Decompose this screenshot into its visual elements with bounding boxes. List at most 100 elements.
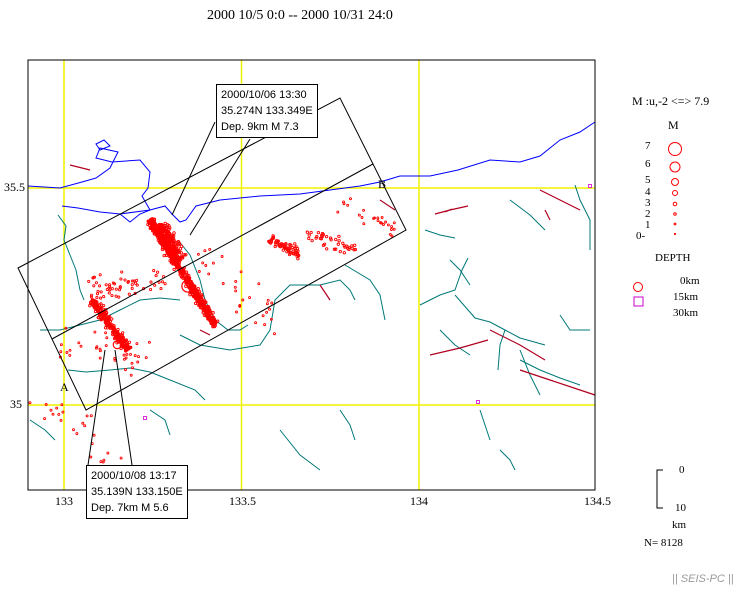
magnitude-level-label: 3 bbox=[645, 197, 651, 209]
earthquake-marker bbox=[174, 260, 179, 264]
magnitude-legend-symbol bbox=[673, 212, 677, 216]
event-count: N= 8128 bbox=[644, 537, 683, 549]
earthquake-marker bbox=[49, 408, 53, 412]
earthquake-marker bbox=[202, 298, 206, 302]
magnitude-legend-symbol bbox=[673, 222, 677, 226]
earthquake-marker bbox=[127, 292, 131, 296]
earthquake-marker bbox=[106, 324, 110, 328]
earthquake-marker bbox=[157, 280, 161, 284]
earthquake-marker bbox=[193, 292, 197, 296]
earthquake-marker bbox=[296, 257, 300, 261]
earthquake-marker bbox=[130, 361, 134, 365]
earthquake-marker bbox=[265, 310, 269, 314]
earthquake-marker bbox=[199, 293, 204, 297]
earthquake-marker bbox=[386, 223, 390, 227]
river-segment bbox=[419, 257, 469, 306]
earthquake-marker bbox=[83, 424, 87, 428]
earthquake-marker bbox=[131, 366, 134, 370]
fault-segment bbox=[434, 205, 469, 215]
earthquake-marker bbox=[177, 250, 182, 255]
earthquake-marker bbox=[98, 284, 102, 288]
fault-segment bbox=[199, 329, 211, 336]
earthquake-marker bbox=[75, 432, 79, 436]
earthquake-marker bbox=[337, 234, 341, 239]
earthquake-marker bbox=[114, 287, 118, 291]
earthquake-marker bbox=[152, 223, 156, 227]
depth-level-label: 15km bbox=[673, 291, 699, 303]
earthquake-marker bbox=[129, 373, 133, 377]
earthquake-marker bbox=[95, 296, 99, 300]
earthquake-marker bbox=[285, 250, 289, 254]
cross-section-box bbox=[17, 97, 407, 411]
earthquake-marker bbox=[89, 414, 93, 418]
river-segment bbox=[559, 314, 590, 331]
earthquake-marker bbox=[310, 238, 314, 243]
earthquake-marker bbox=[201, 309, 206, 313]
rivers bbox=[29, 184, 591, 471]
earthquake-marker bbox=[108, 325, 112, 329]
earthquake-marker bbox=[257, 282, 261, 286]
earthquake-marker bbox=[104, 344, 108, 348]
callout-datetime: 2000/10/06 13:30 bbox=[221, 89, 307, 101]
earthquake-marker bbox=[119, 456, 123, 460]
earthquake-marker bbox=[60, 403, 64, 407]
earthquake-marker bbox=[248, 296, 252, 300]
earthquake-marker bbox=[208, 316, 212, 320]
software-footer: || SEIS-PC || bbox=[672, 573, 734, 585]
earthquake-marker bbox=[137, 355, 140, 359]
earthquake-marker bbox=[195, 297, 199, 301]
earthquake-marker bbox=[167, 223, 171, 228]
earthquake-marker bbox=[108, 315, 112, 319]
earthquake-marker bbox=[207, 272, 211, 276]
earthquake-marker bbox=[163, 282, 167, 286]
earthquake-marker bbox=[210, 314, 214, 318]
earthquake-marker bbox=[328, 236, 333, 240]
earthquake-marker bbox=[110, 287, 114, 291]
earthquake-marker bbox=[234, 279, 238, 283]
earthquake-marker bbox=[388, 232, 392, 236]
earthquake-marker bbox=[204, 305, 209, 309]
earthquake-marker bbox=[99, 306, 103, 310]
earthquake-marker bbox=[197, 290, 202, 294]
earthquake-marker bbox=[336, 210, 340, 214]
earthquake-marker bbox=[268, 307, 271, 311]
earthquake-marker bbox=[189, 284, 193, 288]
earthquake-marker bbox=[185, 272, 189, 276]
river-segment bbox=[454, 294, 546, 346]
lon-tick-label: 133.5 bbox=[229, 494, 256, 508]
earthquake-marker bbox=[68, 353, 72, 357]
earthquake-marker bbox=[68, 348, 72, 352]
earthquake-marker bbox=[284, 242, 288, 247]
earthquake-marker bbox=[389, 228, 393, 231]
earthquake-marker bbox=[166, 243, 171, 247]
earthquake-marker bbox=[342, 202, 346, 206]
depth-scale-bar bbox=[656, 469, 663, 509]
river-segment bbox=[424, 229, 456, 239]
depth-legend-circle bbox=[633, 282, 643, 292]
earthquake-marker bbox=[199, 300, 203, 304]
earthquake-marker bbox=[51, 412, 55, 416]
earthquake-marker bbox=[96, 289, 100, 293]
earthquake-marker bbox=[305, 230, 309, 234]
earthquake-marker bbox=[95, 292, 100, 296]
earthquake-marker bbox=[148, 219, 152, 223]
earthquake-marker bbox=[28, 401, 32, 405]
aftershock-marker bbox=[112, 340, 122, 350]
earthquake-marker bbox=[183, 252, 188, 257]
earthquake-marker bbox=[347, 246, 351, 250]
earthquake-marker bbox=[173, 241, 177, 246]
earthquake-marker bbox=[154, 274, 158, 278]
earthquake-marker bbox=[169, 235, 173, 239]
earthquake-marker bbox=[199, 302, 203, 306]
earthquake-marker bbox=[118, 286, 122, 290]
earthquake-marker bbox=[352, 248, 356, 252]
earthquake-marker bbox=[125, 352, 129, 356]
magnitude-level-label: 0- bbox=[636, 230, 646, 242]
earthquake-marker bbox=[119, 277, 123, 281]
deep-event-marker bbox=[476, 400, 480, 404]
earthquake-marker bbox=[168, 259, 172, 263]
river-segment bbox=[57, 214, 85, 301]
earthquake-marker bbox=[120, 331, 125, 335]
earthquake-marker bbox=[113, 358, 117, 362]
profile-end-a-label: A bbox=[60, 380, 69, 394]
